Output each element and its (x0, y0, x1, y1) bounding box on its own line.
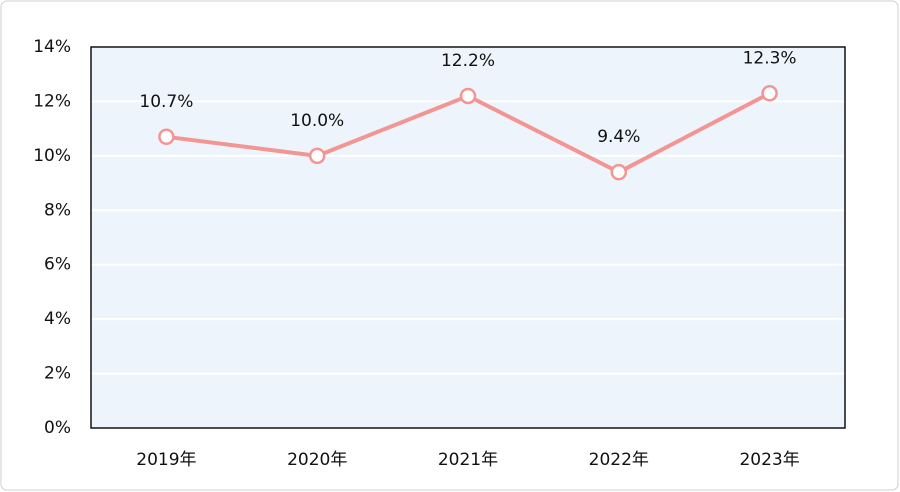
data-label: 10.0% (290, 111, 344, 131)
data-point (610, 163, 628, 181)
x-tick-label: 2019年 (136, 450, 196, 470)
x-tick-label: 2023年 (739, 450, 799, 470)
data-label: 10.7% (139, 92, 193, 112)
data-label: 12.2% (441, 51, 495, 71)
data-label: 12.3% (743, 48, 797, 68)
x-tick-label: 2021年 (438, 450, 498, 470)
data-point (158, 128, 175, 146)
data-point (459, 87, 477, 105)
y-tick-label: 14% (33, 37, 71, 57)
y-tick-label: 4% (44, 309, 71, 329)
y-tick-label: 0% (44, 418, 71, 438)
x-tick-label: 2020年 (287, 450, 347, 470)
data-point (308, 147, 326, 165)
plot-area (91, 47, 845, 428)
x-tick-label: 2022年 (589, 450, 649, 470)
y-tick-label: 10% (33, 146, 71, 166)
y-tick-label: 12% (33, 91, 71, 111)
data-label: 9.4% (597, 127, 640, 147)
plot-border (90, 46, 846, 429)
y-tick-label: 8% (44, 200, 71, 220)
data-point (761, 85, 778, 102)
y-tick-label: 6% (44, 255, 71, 275)
y-tick-label: 2% (44, 364, 71, 384)
